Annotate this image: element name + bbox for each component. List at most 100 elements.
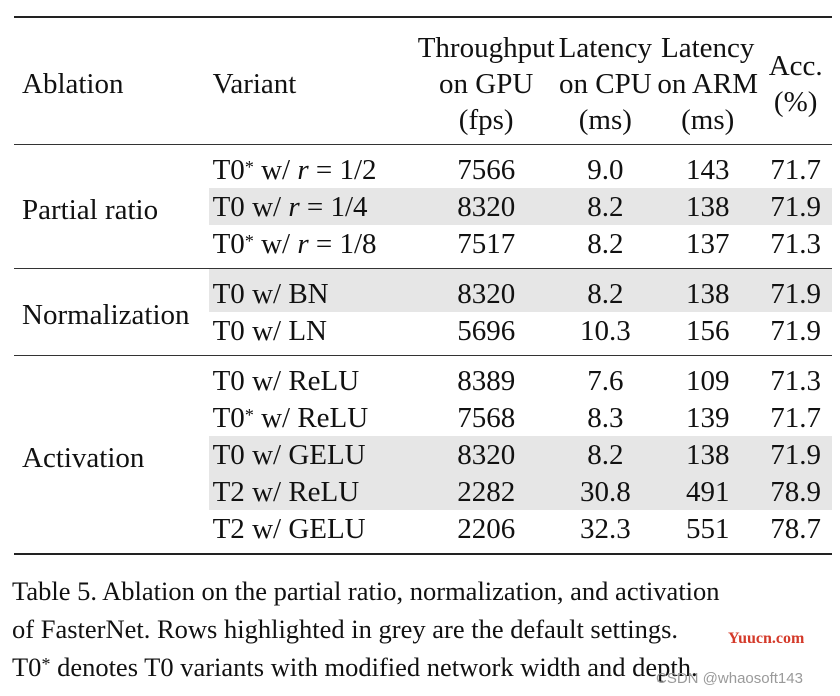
site-watermark: Yuucn.com [728,630,805,647]
header-acc-line-2: (%) [773,86,818,118]
arm-latency-cell: 138 [656,436,760,473]
caption-line-2: of FasterNet. Rows highlighted in grey a… [12,614,679,644]
variant-base: T0 [212,364,245,397]
math-variable-r: r [297,227,309,260]
variant-base: T2 [212,475,245,508]
header-accuracy: Acc. (%) [759,17,832,145]
table-row: Activation T0 w/ ReLU 8389 7.6 109 71.3 [14,355,832,474]
variant-base: T0 [212,438,245,471]
gpu-fps-cell: 2282 [417,473,555,510]
variant-star: * [244,404,254,425]
group-label: Partial ratio [22,193,159,226]
arm-latency-cell: 138 [656,268,760,312]
cpu-latency-cell: 9.0 [587,153,624,186]
gpu-fps-cell: 8320 [417,268,555,312]
variant-base: T2 [212,512,245,545]
header-latency-cpu: Latency on CPU (ms) [555,17,656,145]
accuracy-cell: 71.9 [759,436,832,473]
cpu-latency-cell: 30.8 [554,473,657,510]
gpu-fps-cell: 5696 [457,314,516,347]
table-body: Partial ratio T0* w/ r = 1/2 7566 9.0 143 71.… [14,144,832,554]
arm-latency-cell: 109 [685,364,730,397]
author-watermark: CSDN @whaosoft143 [656,670,803,687]
variant-rest: w/ ReLU [253,401,369,434]
math-variable-r: r [288,190,300,223]
accuracy-cell: 71.9 [759,268,832,312]
variant-base: T0 [212,153,245,186]
variant-cell: T0* w/ r = 1/2 [209,145,418,189]
gpu-fps-cell: 8320 [417,188,555,225]
cpu-latency-cell: 10.3 [579,314,631,347]
variant-cell: T0* w/ r = 1/8 [209,225,418,269]
arm-latency-cell: 156 [685,314,730,347]
header-cpu-line-1: Latency [558,32,653,64]
gpu-fps-cell: 7568 [457,401,516,434]
header-gpu-line-2: on GPU [439,68,534,100]
cpu-latency-cell: 8.2 [554,268,657,312]
accuracy-cell: 71.7 [770,401,822,434]
arm-latency-cell: 551 [685,512,730,545]
variant-star: * [244,230,254,251]
variant-rest: w/ r = 1/4 [244,190,368,223]
cpu-latency-cell: 8.3 [587,401,624,434]
header-arm-line-2: on ARM [657,68,759,100]
variant-base: T0 [212,227,245,260]
variant-cell: T0 w/ ReLU [209,356,418,400]
variant-rest: w/ GELU [244,512,366,545]
variant-cell: T0 w/ LN [209,312,418,356]
variant-base: T0 [212,277,245,310]
variant-star: * [244,156,254,177]
table-row: T2 w/ GELU 2206 32.3 551 78.7 [14,510,832,554]
arm-latency-cell: 491 [656,473,760,510]
table-row: T0* w/ ReLU 7568 8.3 139 71.7 [14,399,832,436]
variant-cell: T0* w/ ReLU [209,399,418,436]
gpu-fps-cell: 2206 [457,512,516,545]
table-row: T0 w/ LN 5696 10.3 156 71.9 [14,312,832,356]
variant-rest: w/ LN [244,314,327,347]
cpu-latency-cell: 32.3 [579,512,631,545]
header-cpu-line-2: on CPU [559,68,652,100]
variant-rest: w/ ReLU [244,364,360,397]
header-gpu-line-3: (fps) [458,104,514,136]
ablation-table-container: Ablation Variant Throughput on GPU (fps)… [14,16,832,555]
gpu-fps-cell: 7566 [457,153,516,186]
caption-line-3: T0* denotes T0 variants with modified ne… [12,652,698,682]
accuracy-cell: 71.9 [770,314,822,347]
accuracy-cell: 71.9 [759,188,832,225]
accuracy-cell: 71.3 [770,364,822,397]
caption-line-1: Table 5. Ablation on the partial ratio, … [12,576,720,606]
table-header: Ablation Variant Throughput on GPU (fps)… [14,17,832,145]
header-gpu-line-1: Throughput [417,32,555,64]
group-label: Activation [22,441,145,474]
gpu-fps-cell: 7517 [457,227,516,260]
header-arm-line-1: Latency [661,32,755,64]
math-variable-r: r [297,153,309,186]
variant-base: T0 [212,401,245,434]
variant-cell: T2 w/ ReLU [208,473,418,510]
cpu-latency-cell: 8.2 [554,436,657,473]
accuracy-cell: 78.9 [759,473,832,510]
header-arm-line-3: (ms) [681,104,735,136]
cpu-latency-cell: 8.2 [554,188,657,225]
variant-base: T0 [212,314,245,347]
header-cpu-line-3: (ms) [578,104,632,136]
header-variant: Variant [212,68,297,100]
accuracy-cell: 71.7 [770,153,822,186]
variant-rest: w/ GELU [244,438,366,471]
gpu-fps-cell: 8320 [417,436,555,473]
table-row: Partial ratio T0* w/ r = 1/2 7566 9.0 143 71.… [14,144,832,226]
caption-line-3-rest: denotes T0 variants with modified networ… [50,652,698,682]
arm-latency-cell: 137 [685,227,730,260]
variant-cell: T0 w/ r = 1/4 [208,188,418,225]
arm-latency-cell: 138 [656,188,760,225]
ablation-table: Ablation Variant Throughput on GPU (fps)… [14,16,832,555]
table-row: Normalization T0 w/ BN 8320 8.2 138 71.9 [14,268,832,331]
cpu-latency-cell: 7.6 [587,364,624,397]
variant-rest: w/ r = 1/8 [253,227,377,260]
accuracy-cell: 71.3 [770,227,822,260]
variant-rest: w/ ReLU [244,475,360,508]
variant-rest: w/ BN [244,277,329,310]
gpu-fps-cell: 8389 [457,364,516,397]
header-latency-arm: Latency on ARM (ms) [656,17,759,145]
arm-latency-cell: 143 [685,153,730,186]
